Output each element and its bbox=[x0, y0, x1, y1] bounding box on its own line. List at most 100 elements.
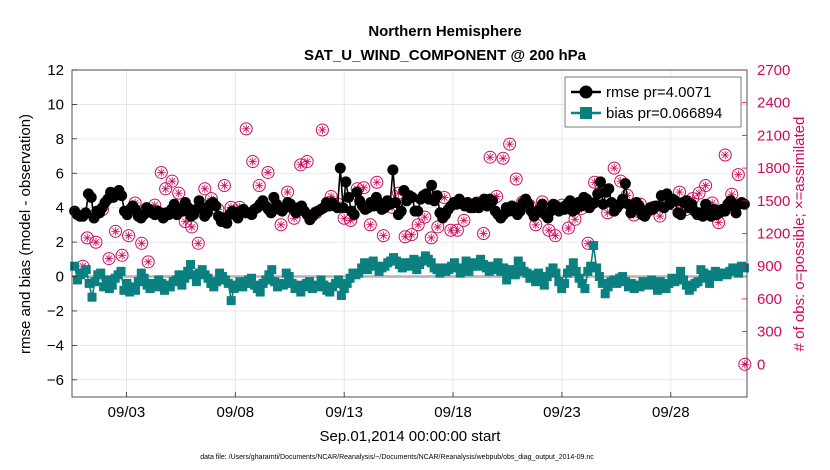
bias-point bbox=[647, 275, 657, 285]
obs-assimilated-marker bbox=[117, 251, 127, 260]
obs-possible-marker bbox=[80, 231, 94, 245]
bias-point bbox=[139, 273, 149, 283]
obs-possible-marker bbox=[405, 228, 419, 242]
rmse-point bbox=[80, 207, 92, 219]
obs-assimilated-marker bbox=[339, 214, 349, 223]
obs-possible-marker bbox=[496, 151, 510, 165]
rmse-point bbox=[619, 178, 631, 190]
rmse-point bbox=[487, 195, 499, 207]
bias-point bbox=[568, 258, 578, 268]
y2-tick-label: 2400 bbox=[757, 95, 790, 112]
bias-point bbox=[435, 268, 445, 278]
obs-possible-marker bbox=[457, 213, 471, 227]
rmse-point bbox=[597, 198, 609, 210]
bias-point bbox=[464, 266, 474, 276]
bias-point bbox=[287, 278, 297, 288]
bias-point bbox=[368, 256, 378, 266]
bias-point bbox=[565, 265, 575, 275]
obs-possible-marker bbox=[294, 158, 308, 172]
bias-point bbox=[502, 275, 512, 285]
obs-assimilated-marker bbox=[137, 239, 146, 248]
rmse-point bbox=[390, 197, 402, 209]
obs-assimilated-marker bbox=[91, 238, 101, 247]
bias-point bbox=[650, 280, 660, 290]
bias-point bbox=[705, 278, 715, 288]
bias-point bbox=[267, 265, 277, 275]
rmse-point bbox=[348, 209, 360, 221]
bias-point bbox=[499, 263, 509, 273]
y2-tick-label: 1800 bbox=[757, 160, 790, 177]
rmse-point bbox=[395, 205, 407, 217]
rmse-point bbox=[337, 202, 349, 214]
bias-point bbox=[191, 277, 201, 287]
bias-series bbox=[70, 241, 749, 306]
y-tick-label: −4 bbox=[47, 337, 64, 354]
obs-assimilated-marker bbox=[694, 188, 704, 198]
rmse-point bbox=[592, 188, 604, 200]
bias-point bbox=[513, 256, 523, 266]
bias-point bbox=[536, 275, 546, 285]
bias-point bbox=[284, 272, 294, 282]
obs-possible-marker bbox=[418, 210, 432, 224]
bias-point bbox=[600, 289, 610, 299]
bias-point bbox=[145, 284, 155, 294]
bias-point bbox=[473, 261, 483, 271]
obs-possible-marker bbox=[154, 165, 168, 179]
bias-point bbox=[99, 282, 109, 292]
bias-point bbox=[212, 277, 222, 287]
obs-possible-marker bbox=[503, 137, 517, 151]
bias-point bbox=[183, 266, 193, 276]
obs-possible-marker bbox=[191, 236, 205, 250]
bias-point bbox=[325, 287, 335, 297]
bias-point bbox=[131, 285, 141, 295]
bias-point bbox=[102, 275, 112, 285]
rmse-point bbox=[412, 205, 424, 217]
bias-point bbox=[678, 275, 688, 285]
obs-possible-marker bbox=[198, 182, 212, 196]
obs-assimilated-marker bbox=[174, 188, 183, 198]
obs-possible-marker bbox=[363, 218, 377, 232]
bias-point bbox=[592, 263, 602, 273]
bias-point bbox=[621, 277, 631, 287]
obs-possible-marker bbox=[115, 248, 129, 262]
bias-point bbox=[673, 275, 683, 285]
obs-possible-marker bbox=[561, 221, 575, 235]
obs-assimilated-marker bbox=[564, 223, 573, 233]
obs-possible-marker bbox=[159, 182, 173, 196]
bias-point bbox=[461, 256, 471, 266]
bias-point bbox=[586, 261, 596, 271]
obs-assimilated-marker bbox=[161, 184, 170, 194]
obs-possible-marker bbox=[509, 172, 523, 186]
rmse-point bbox=[564, 195, 576, 207]
y-tick-label: 10 bbox=[47, 96, 64, 113]
x-tick-label: 09/28 bbox=[652, 404, 690, 421]
obs-assimilated-marker bbox=[248, 157, 257, 166]
bias-point bbox=[681, 280, 691, 290]
rmse-point bbox=[406, 191, 418, 203]
rmse-point bbox=[116, 190, 128, 202]
obs-possible-marker bbox=[102, 252, 116, 266]
obs-assimilated-marker bbox=[400, 232, 410, 241]
rmse-point bbox=[738, 198, 750, 210]
bias-point bbox=[264, 270, 274, 280]
y-tick-label: 12 bbox=[47, 62, 64, 79]
bias-point bbox=[739, 263, 749, 273]
obs-possible-marker bbox=[300, 155, 314, 169]
bias-point bbox=[362, 265, 372, 275]
legend-rmse-label: rmse pr=4.0071 bbox=[606, 84, 711, 101]
obs-possible-marker bbox=[738, 357, 752, 371]
rmse-point bbox=[387, 164, 399, 176]
bias-point bbox=[676, 266, 686, 276]
obs-assimilated-marker bbox=[194, 239, 203, 248]
bias-point bbox=[180, 273, 190, 283]
rmse-point bbox=[210, 200, 222, 212]
obs-assimilated-marker bbox=[220, 181, 229, 190]
rmse-point bbox=[431, 190, 443, 202]
bias-point bbox=[133, 277, 143, 287]
rmse-point bbox=[221, 217, 233, 229]
bias-point bbox=[186, 259, 196, 269]
obs-possible-marker bbox=[217, 179, 231, 193]
bias-point bbox=[661, 284, 671, 294]
obs-assimilated-marker bbox=[372, 178, 382, 187]
